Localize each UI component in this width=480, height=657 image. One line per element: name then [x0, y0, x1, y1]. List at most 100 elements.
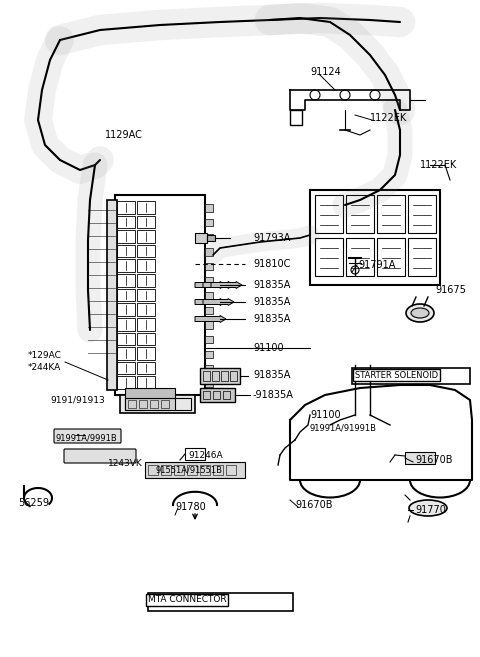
FancyArrow shape	[195, 315, 226, 323]
Bar	[115, 195, 205, 395]
Bar	[346, 238, 374, 276]
Bar	[205, 234, 213, 241]
Bar	[203, 391, 210, 399]
Bar	[207, 235, 215, 241]
Ellipse shape	[409, 500, 447, 516]
Bar	[117, 215, 135, 228]
Bar	[174, 465, 184, 475]
Bar	[117, 274, 135, 286]
FancyArrow shape	[195, 298, 226, 306]
Ellipse shape	[406, 304, 434, 322]
Bar	[137, 274, 155, 286]
Bar	[213, 465, 223, 475]
Bar	[352, 368, 470, 384]
FancyBboxPatch shape	[64, 449, 136, 463]
Bar	[145, 462, 245, 478]
Bar	[205, 277, 213, 284]
Bar	[137, 288, 155, 302]
Bar	[310, 190, 440, 285]
Text: 91670B: 91670B	[415, 455, 453, 465]
Bar	[205, 263, 213, 270]
Bar	[117, 230, 135, 243]
Bar	[117, 260, 135, 272]
Bar	[117, 304, 135, 316]
Bar	[137, 304, 155, 316]
Bar	[290, 110, 302, 125]
Bar	[205, 380, 213, 387]
Bar	[205, 336, 213, 343]
Bar	[148, 593, 293, 611]
Bar	[117, 318, 135, 330]
Bar	[185, 448, 205, 460]
Bar	[205, 292, 213, 300]
Bar	[173, 398, 191, 410]
Bar	[346, 195, 374, 233]
Text: 56259: 56259	[18, 498, 49, 508]
Bar	[195, 233, 207, 243]
Text: 1129AC: 1129AC	[105, 130, 143, 140]
Text: *244KA: *244KA	[28, 363, 61, 371]
Bar	[125, 388, 175, 398]
Bar	[223, 391, 230, 399]
Bar	[315, 238, 343, 276]
Text: 91991A/91991B: 91991A/91991B	[310, 424, 377, 432]
Bar	[117, 376, 135, 389]
Text: 91793A: 91793A	[253, 233, 290, 243]
Text: 91675: 91675	[435, 285, 466, 295]
Bar	[200, 368, 240, 384]
Bar	[408, 238, 436, 276]
Bar	[137, 362, 155, 374]
FancyBboxPatch shape	[54, 429, 121, 443]
Text: 1122EK: 1122EK	[370, 113, 407, 123]
Bar	[128, 400, 136, 408]
Text: 91551A/91551B: 91551A/91551B	[155, 466, 222, 474]
Bar	[212, 371, 219, 381]
Bar	[205, 365, 213, 373]
Bar	[377, 238, 405, 276]
Bar	[205, 248, 213, 256]
Bar	[120, 395, 195, 413]
Bar	[200, 388, 235, 402]
Bar	[137, 376, 155, 389]
Bar	[408, 195, 436, 233]
Bar	[205, 307, 213, 314]
FancyArrow shape	[195, 281, 226, 288]
Bar	[200, 465, 210, 475]
Text: -91835A: -91835A	[253, 390, 294, 400]
Text: 91124: 91124	[310, 67, 341, 77]
Bar	[221, 371, 228, 381]
Bar	[205, 204, 213, 212]
Text: 1243VK: 1243VK	[108, 459, 143, 468]
Bar	[137, 201, 155, 214]
Ellipse shape	[411, 308, 429, 318]
Text: 91791A: 91791A	[358, 260, 396, 270]
Bar	[137, 260, 155, 272]
Bar	[205, 321, 213, 328]
Bar	[377, 195, 405, 233]
Bar	[137, 215, 155, 228]
Bar	[137, 230, 155, 243]
Bar	[315, 195, 343, 233]
Bar	[117, 332, 135, 345]
Text: STARTER SOLENOID: STARTER SOLENOID	[355, 371, 438, 380]
Text: 91835A: 91835A	[253, 314, 290, 324]
FancyArrow shape	[211, 281, 242, 288]
Bar	[150, 398, 170, 410]
Bar	[150, 400, 158, 408]
Bar	[213, 391, 220, 399]
Text: 91835A: 91835A	[253, 297, 290, 307]
Text: 91835A: 91835A	[253, 370, 290, 380]
Text: 91246A: 91246A	[188, 451, 223, 459]
Text: 91100: 91100	[253, 343, 284, 353]
Bar	[117, 288, 135, 302]
Bar	[230, 371, 237, 381]
Bar	[125, 398, 175, 410]
Text: 91780: 91780	[175, 502, 206, 512]
Text: *129AC: *129AC	[28, 350, 62, 359]
Bar	[117, 245, 135, 258]
Bar	[137, 245, 155, 258]
FancyArrow shape	[203, 281, 234, 288]
Text: MTA CONNECTOR: MTA CONNECTOR	[148, 595, 227, 604]
Text: 91991A/9991B: 91991A/9991B	[55, 434, 117, 443]
Bar	[187, 465, 197, 475]
